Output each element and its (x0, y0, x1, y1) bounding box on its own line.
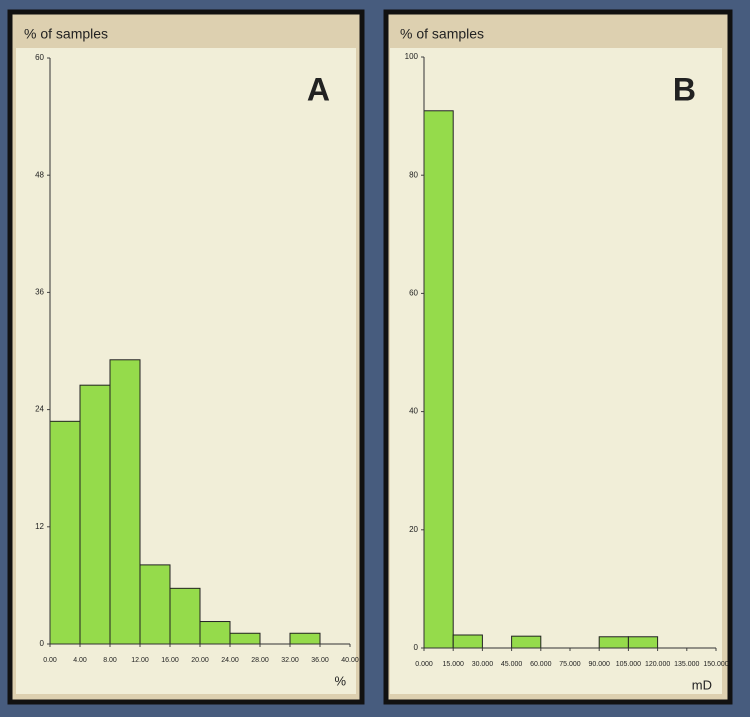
y-tick-label: 48 (35, 170, 44, 179)
x-axis-title: mD (692, 677, 712, 692)
y-tick-label: 0 (40, 639, 45, 648)
histogram-bar (511, 635, 542, 649)
x-tick-label: 90.000 (588, 661, 610, 668)
y-tick-label: 0 (414, 643, 419, 652)
histogram-bar (139, 564, 171, 645)
x-tick-label: 75.000 (559, 661, 581, 668)
y-tick-label: 40 (409, 407, 418, 416)
y-tick-label: 100 (405, 52, 419, 61)
x-tick-label: 16.00 (161, 657, 179, 664)
histogram-bar (199, 621, 231, 645)
y-tick-label: 12 (35, 522, 44, 531)
histogram-bar (452, 634, 483, 649)
x-tick-label: 0.00 (43, 657, 57, 664)
x-tick-label: 4.00 (73, 657, 87, 664)
x-tick-label: 135.000 (674, 661, 699, 668)
panel-label: A (307, 71, 330, 107)
x-tick-label: 30.000 (472, 661, 494, 668)
histogram-bar (598, 636, 629, 649)
y-tick-label: 36 (35, 288, 44, 297)
histogram-bar (79, 384, 111, 645)
y-tick-label: 60 (35, 53, 44, 62)
x-tick-label: 45.000 (501, 661, 523, 668)
x-axis-title: % (334, 673, 346, 688)
x-tick-label: 28.00 (251, 657, 269, 664)
x-tick-label: 24.00 (221, 657, 239, 664)
y-tick-label: 24 (35, 405, 44, 414)
histogram-bar (229, 632, 261, 645)
x-tick-label: 105.000 (616, 661, 641, 668)
histogram-bar (423, 110, 454, 649)
x-tick-label: 12.00 (131, 657, 149, 664)
histogram-bar (49, 420, 81, 645)
y-tick-label: 20 (409, 525, 418, 534)
x-tick-label: 60.000 (530, 661, 552, 668)
x-tick-label: 15.000 (442, 661, 464, 668)
y-tick-label: 80 (409, 170, 418, 179)
y-axis-title: % of samples (24, 26, 108, 42)
histogram-bar (627, 636, 659, 649)
panel-label: B (673, 71, 696, 107)
x-tick-label: 36.00 (311, 657, 329, 664)
x-tick-label: 0.000 (415, 661, 433, 668)
x-tick-label: 20.00 (191, 657, 209, 664)
y-axis-title: % of samples (400, 26, 484, 42)
x-tick-label: 40.00 (341, 657, 359, 664)
histogram-bar (169, 587, 201, 645)
histogram-bar (289, 632, 321, 645)
histogram-bar (109, 359, 141, 645)
x-tick-label: 120.000 (645, 661, 670, 668)
x-tick-label: 32.00 (281, 657, 299, 664)
x-tick-label: 150.000 (703, 661, 728, 668)
y-tick-label: 60 (409, 289, 418, 298)
x-tick-label: 8.00 (103, 657, 117, 664)
